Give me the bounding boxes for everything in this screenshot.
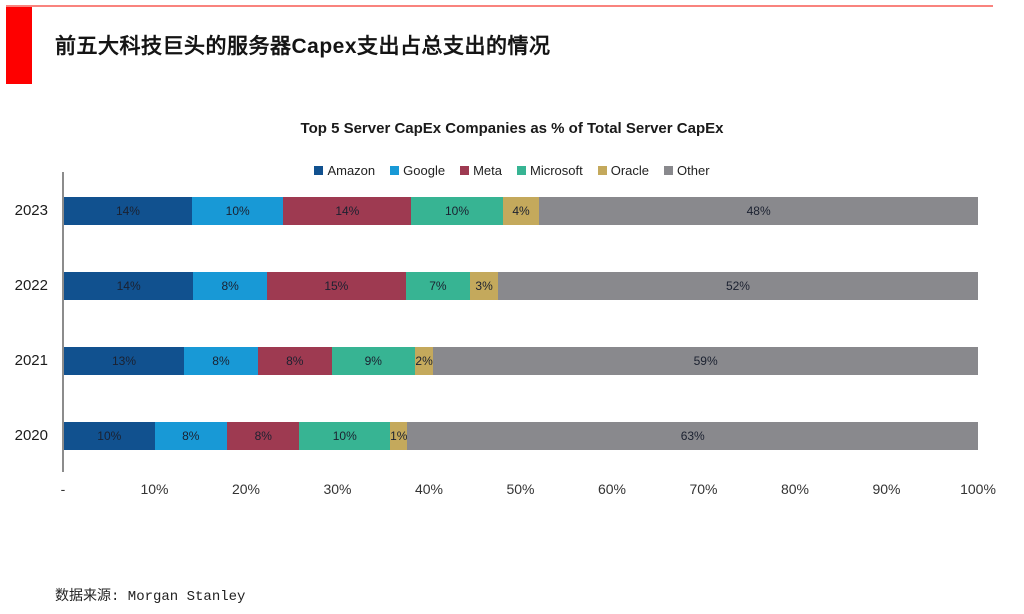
segment-value-label: 48% <box>746 204 771 218</box>
bar-segment-meta: 8% <box>257 347 332 375</box>
bar-segment-microsoft: 10% <box>299 422 391 450</box>
page-title: 前五大科技巨头的服务器Capex支出占总支出的情况 <box>55 35 551 58</box>
legend-item-other: Other <box>664 163 710 178</box>
x-axis-label: 10% <box>140 481 169 497</box>
segment-value-label: 8% <box>254 429 272 443</box>
x-axis-label: 50% <box>506 481 535 497</box>
x-axis-label: 40% <box>414 481 444 497</box>
bar-segment-amazon: 13% <box>64 347 185 375</box>
header-top-rule <box>6 5 993 7</box>
segment-value-label: 10% <box>332 429 357 443</box>
bar-segment-microsoft: 7% <box>405 272 471 300</box>
x-axis-label: 100% <box>960 481 996 497</box>
segment-value-label: 2% <box>415 354 433 368</box>
bar-segment-other: 63% <box>407 422 978 450</box>
segment-value-label: 10% <box>445 204 470 218</box>
bar-segment-oracle: 1% <box>390 422 408 450</box>
legend-item-google: Google <box>390 163 445 178</box>
x-axis-label: 30% <box>323 481 352 497</box>
segment-value-label: 59% <box>693 354 718 368</box>
bar-row-2022: 2022 14% 8% 15% 7% 3% 52% <box>0 272 1024 300</box>
x-axis-label: 90% <box>872 481 901 497</box>
segment-value-label: 13% <box>111 354 137 368</box>
legend-item-microsoft: Microsoft <box>516 163 583 178</box>
bar-track: 13% 8% 8% 9% 2% 59% <box>64 347 978 375</box>
segment-value-label: 52% <box>725 279 750 293</box>
legend-label: Meta <box>473 163 502 178</box>
category-label: 2022 <box>14 277 48 294</box>
legend-label: Oracle <box>610 163 650 178</box>
data-source: 数据来源: Morgan Stanley <box>55 589 246 605</box>
bar-segment-amazon: 14% <box>64 197 192 225</box>
legend-swatch-amazon <box>314 166 324 175</box>
x-axis-label: 70% <box>689 481 718 497</box>
bar-track: 14% 10% 14% 10% 4% 48% <box>64 197 978 225</box>
x-axis-label: 60% <box>597 481 627 497</box>
bar-segment-meta: 15% <box>267 272 406 300</box>
header-red-block <box>6 7 32 84</box>
bar-segment-other: 52% <box>497 272 978 300</box>
segment-value-label: 10% <box>97 429 122 443</box>
segment-value-label: 4% <box>512 204 530 218</box>
legend-item-oracle: Oracle <box>597 163 650 178</box>
legend-label: Other <box>677 163 710 178</box>
segment-value-label: 7% <box>429 279 447 293</box>
x-axis-label: 80% <box>780 481 810 497</box>
legend-label: Google <box>403 163 446 178</box>
bar-segment-oracle: 2% <box>414 347 434 375</box>
bar-segment-amazon: 14% <box>64 272 194 300</box>
segment-value-label: 9% <box>364 354 382 368</box>
segment-value-label: 8% <box>286 354 304 368</box>
bar-row-2023: 2023 14% 10% 14% 10% 4% 48% <box>0 197 1024 225</box>
segment-value-label: 63% <box>680 429 705 443</box>
segment-value-label: 8% <box>221 279 239 293</box>
legend-item-amazon: Amazon <box>314 163 375 178</box>
category-label: 2023 <box>14 202 48 219</box>
x-axis-label: 20% <box>231 481 261 497</box>
segment-value-label: 14% <box>116 279 141 293</box>
legend-swatch-google <box>390 166 400 175</box>
legend-swatch-meta <box>460 166 470 175</box>
legend-swatch-oracle <box>597 166 607 175</box>
category-label: 2021 <box>14 352 48 369</box>
bar-segment-meta: 8% <box>227 422 300 450</box>
bar-row-2021: 2021 13% 8% 8% 9% 2% 59% <box>0 347 1024 375</box>
x-axis: - 10% 20% 30% 40% 50% 60% 70% 80% 90% 100% <box>0 481 1024 501</box>
bar-segment-microsoft: 9% <box>331 347 415 375</box>
segment-value-label: 14% <box>335 204 360 218</box>
legend-label: Amazon <box>327 163 376 178</box>
bar-segment-microsoft: 10% <box>411 197 503 225</box>
legend-swatch-microsoft <box>516 166 526 175</box>
segment-value-label: 14% <box>115 204 140 218</box>
bar-segment-oracle: 3% <box>470 272 498 300</box>
segment-value-label: 8% <box>212 354 230 368</box>
bar-track: 14% 8% 15% 7% 3% 52% <box>64 272 978 300</box>
y-axis-line <box>62 172 64 472</box>
bar-segment-amazon: 10% <box>64 422 155 450</box>
bar-segment-google: 8% <box>184 347 258 375</box>
bar-track: 10% 8% 8% 10% 1% 63% <box>64 422 978 450</box>
bar-row-2020: 2020 10% 8% 8% 10% 1% 63% <box>0 422 1024 450</box>
segment-value-label: 1% <box>390 429 408 443</box>
bar-segment-oracle: 4% <box>502 197 540 225</box>
segment-value-label: 15% <box>324 279 349 293</box>
legend-label: Microsoft <box>529 163 583 178</box>
bar-segment-google: 8% <box>154 422 228 450</box>
bar-segment-meta: 14% <box>283 197 412 225</box>
x-axis-label: - <box>60 481 66 497</box>
segment-value-label: 8% <box>182 429 200 443</box>
bar-segment-other: 59% <box>433 347 978 375</box>
legend-swatch-other <box>664 166 674 175</box>
segment-value-label: 3% <box>475 279 493 293</box>
bar-segment-google: 8% <box>193 272 268 300</box>
chart-title: Top 5 Server CapEx Companies as % of Tot… <box>300 120 724 137</box>
legend-item-meta: Meta <box>460 163 502 178</box>
category-label: 2020 <box>14 427 48 444</box>
bar-segment-google: 10% <box>191 197 284 225</box>
segment-value-label: 10% <box>225 204 250 218</box>
bar-segment-other: 48% <box>539 197 978 225</box>
chart-legend: Amazon Google Meta Microsoft Oracle Other <box>0 163 1024 178</box>
